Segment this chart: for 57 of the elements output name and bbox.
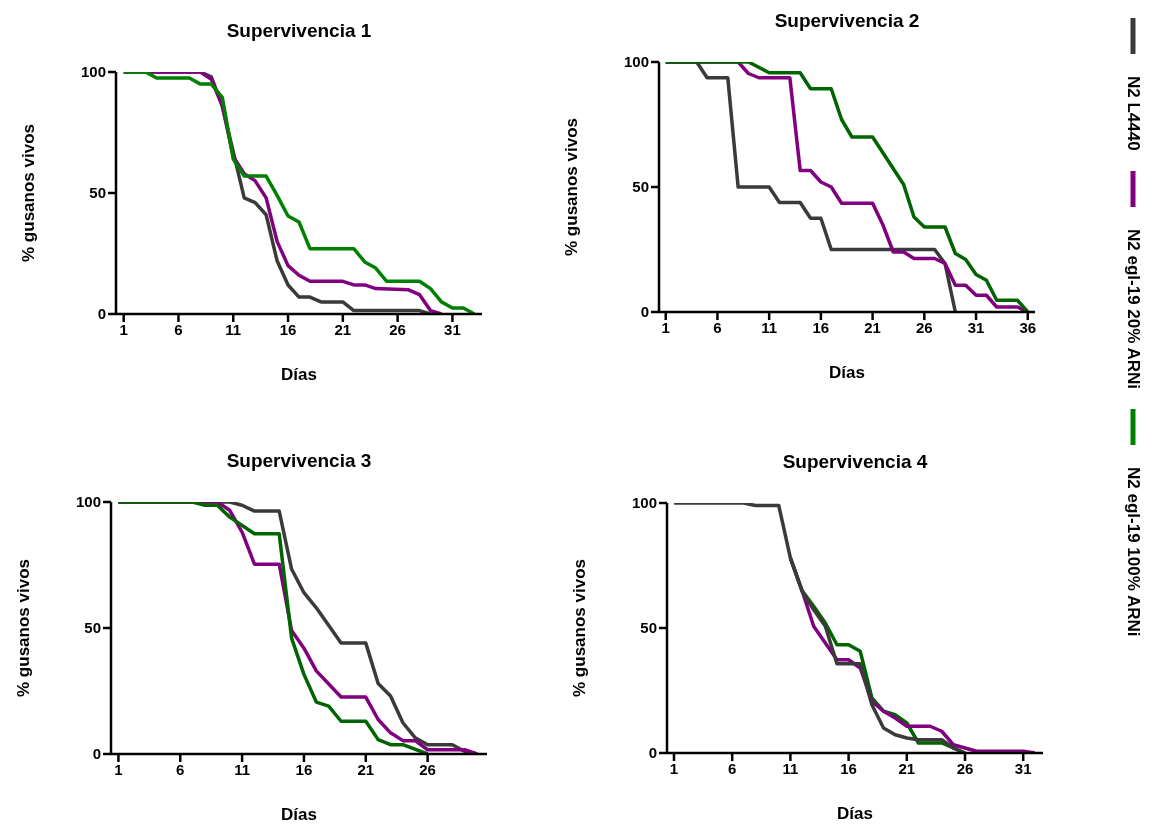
y-tick-label: 0 xyxy=(648,744,657,762)
x-tick-label: 6 xyxy=(713,318,722,336)
x-tick-label: 6 xyxy=(174,320,183,338)
y-axis-title: % gusanos vivos xyxy=(19,124,39,262)
chart-title: Supervivencia 2 xyxy=(773,10,921,32)
text: N2 L4440 xyxy=(1123,76,1143,151)
x-tick-label: 26 xyxy=(956,759,974,777)
y-tick-label: 100 xyxy=(75,493,101,511)
y-tick-label: 50 xyxy=(84,619,101,637)
x-tick-label: 16 xyxy=(295,760,313,778)
x-tick-label: 26 xyxy=(419,760,436,778)
chart-title: Supervivencia 1 xyxy=(225,20,373,42)
x-tick-label: 21 xyxy=(334,320,352,338)
y-tick-label: 100 xyxy=(80,63,106,81)
x-tick-label: 11 xyxy=(234,760,251,778)
x-tick-label: 1 xyxy=(119,320,128,338)
x-tick-label: 6 xyxy=(176,760,185,778)
x-tick-label: 31 xyxy=(967,318,985,336)
x-tick-label: 16 xyxy=(812,318,830,336)
x-tick-label: 1 xyxy=(114,760,123,778)
x-tick-label: 21 xyxy=(357,760,375,778)
x-tick-label: 21 xyxy=(864,318,881,336)
x-axis-title: Días xyxy=(829,363,865,382)
x-tick-label: 31 xyxy=(444,320,461,338)
y-tick-label: 100 xyxy=(631,494,657,512)
x-tick-label: 26 xyxy=(389,320,406,338)
x-tick-label: 11 xyxy=(782,759,799,777)
x-tick-label: 11 xyxy=(761,318,778,336)
text: N2 egl-19 20% ARNi xyxy=(1123,228,1143,389)
y-axis-title: % gusanos vivos xyxy=(14,559,34,697)
y-tick-label: 50 xyxy=(89,184,106,202)
text: N2 egl-19 100% ARNi xyxy=(1123,466,1143,637)
y-tick-label: 0 xyxy=(97,305,106,323)
y-axis-title: % gusanos vivos xyxy=(570,559,590,697)
x-tick-label: 21 xyxy=(898,759,916,777)
x-tick-label: 36 xyxy=(1019,318,1037,336)
x-tick-label: 31 xyxy=(1014,759,1032,777)
y-tick-label: 50 xyxy=(640,619,657,637)
chart-title: Supervivencia 3 xyxy=(225,450,373,472)
line-series xyxy=(672,503,967,753)
y-tick-label: 50 xyxy=(632,178,649,196)
x-axis-title: Días xyxy=(837,804,873,823)
x-tick-label: 1 xyxy=(661,318,670,336)
y-tick-label: 0 xyxy=(640,303,649,321)
y-tick-label: 0 xyxy=(92,745,101,763)
x-tick-label: 16 xyxy=(840,759,857,777)
y-tick-label: 100 xyxy=(623,53,649,71)
y-axis-title: % gusanos vivos xyxy=(562,118,582,256)
x-tick-label: 6 xyxy=(728,759,737,777)
x-tick-label: 16 xyxy=(279,320,297,338)
x-axis-title: Días xyxy=(281,805,317,824)
x-tick-label: 26 xyxy=(915,318,933,336)
x-axis-title: Días xyxy=(281,365,317,384)
chart-title: Supervivencia 4 xyxy=(781,451,929,473)
line-series xyxy=(663,62,1030,312)
x-tick-label: 11 xyxy=(225,320,242,338)
x-tick-label: 1 xyxy=(669,759,679,777)
